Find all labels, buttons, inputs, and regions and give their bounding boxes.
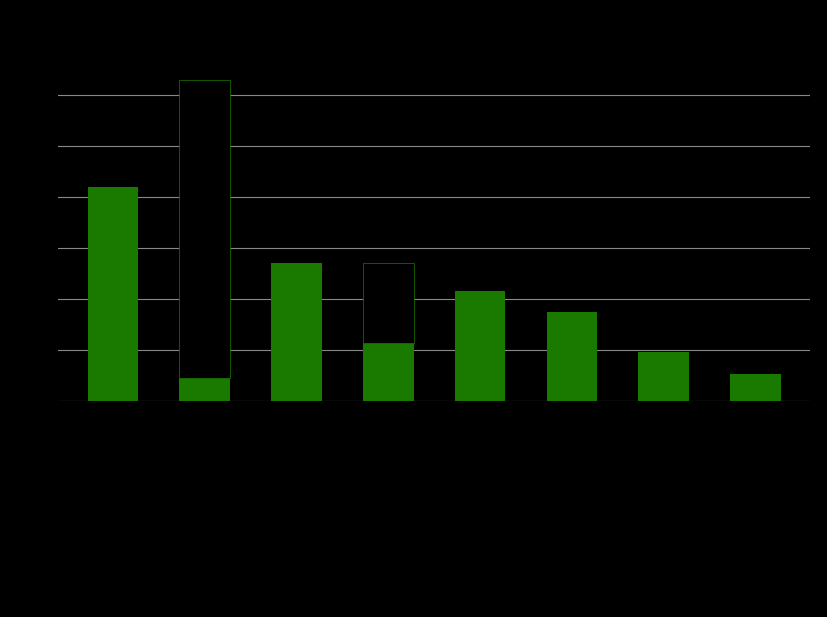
- Bar: [638, 352, 689, 401]
- Bar: [363, 263, 414, 343]
- Bar: [547, 312, 597, 401]
- Bar: [271, 263, 322, 401]
- Bar: [179, 378, 230, 401]
- Bar: [363, 343, 414, 401]
- Bar: [88, 187, 138, 401]
- Bar: [730, 373, 781, 401]
- Bar: [179, 80, 230, 378]
- Bar: [455, 291, 505, 401]
